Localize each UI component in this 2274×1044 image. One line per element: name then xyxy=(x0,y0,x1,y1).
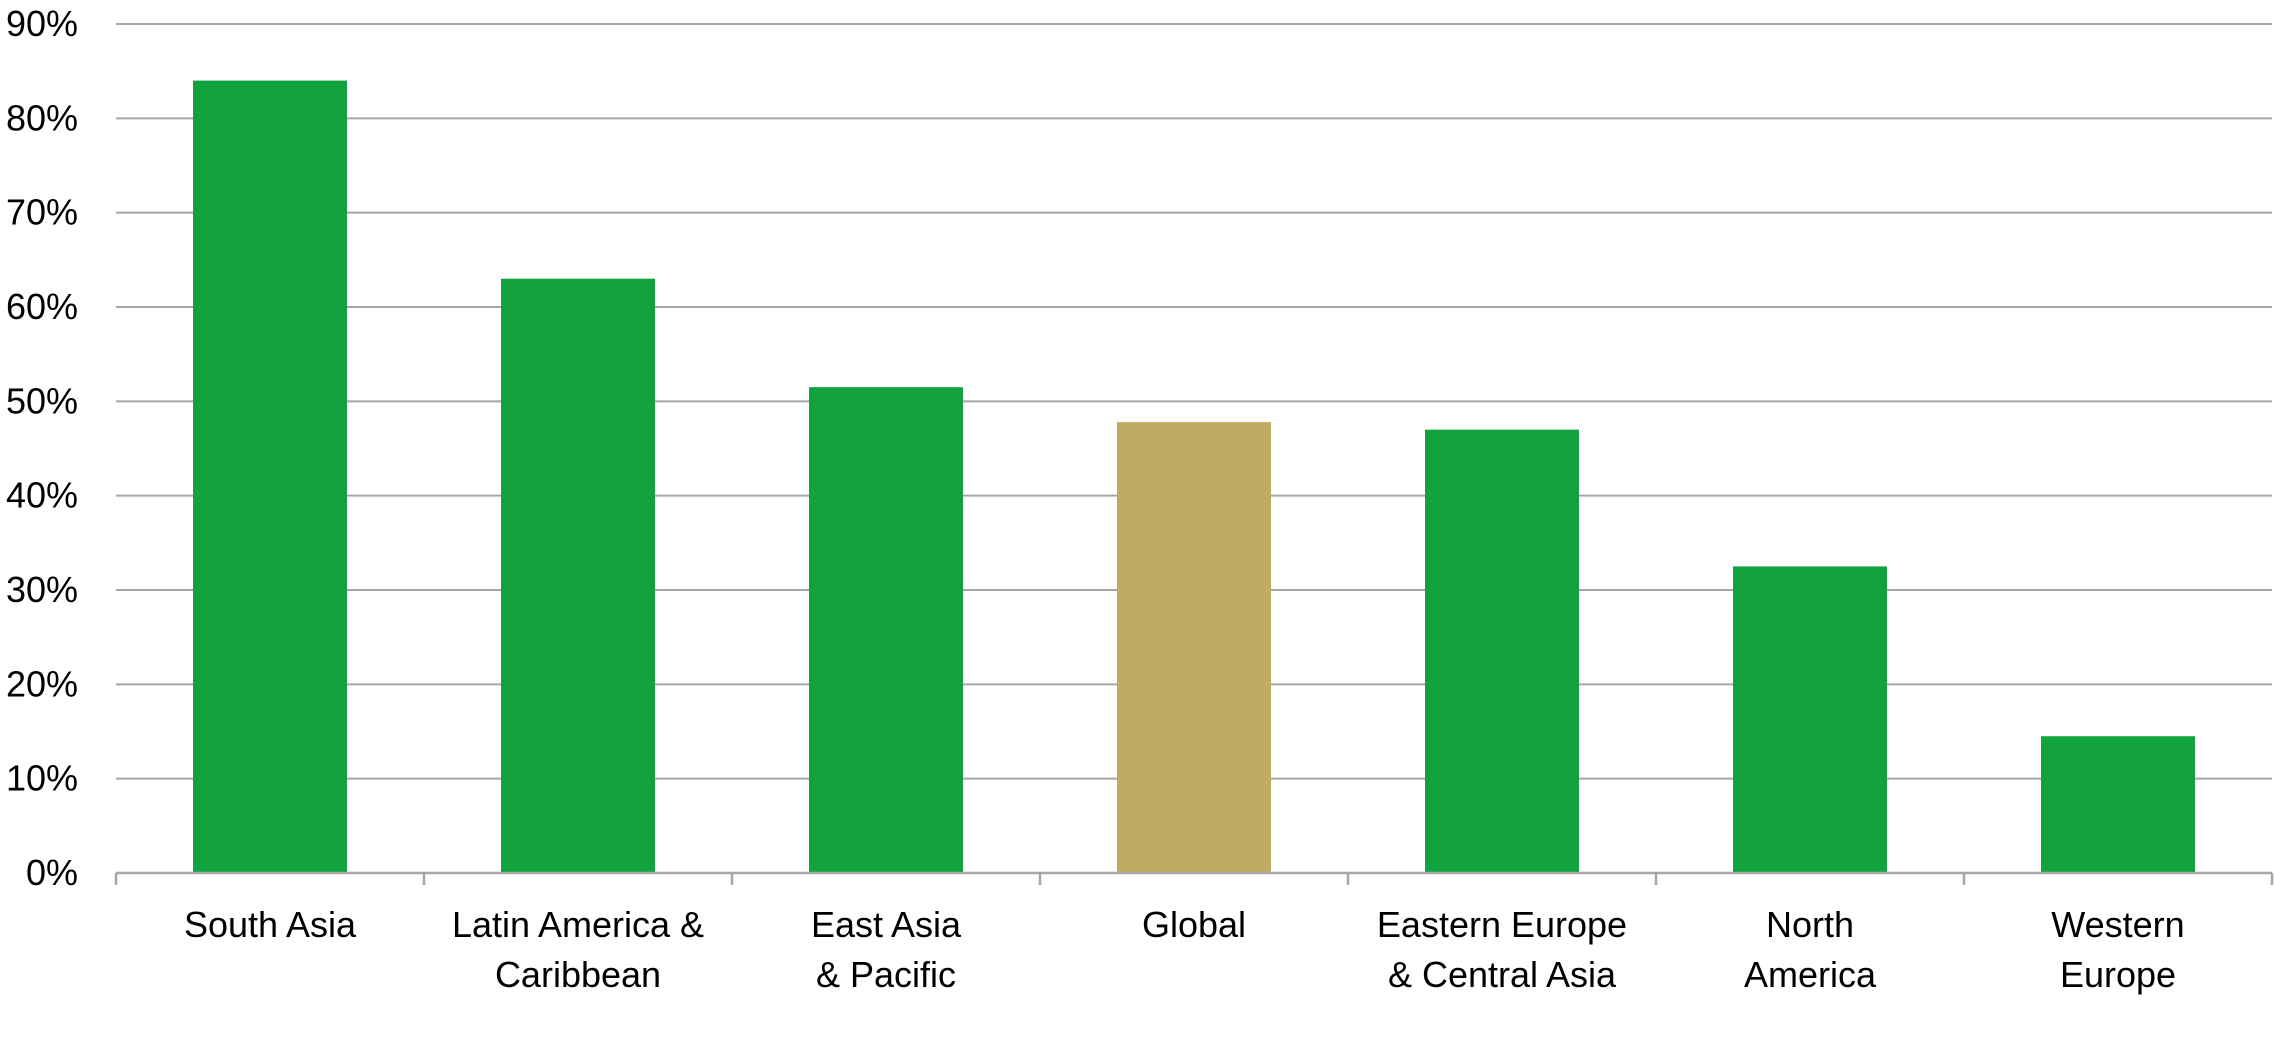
y-tick-label: 90% xyxy=(6,3,78,44)
x-category-label: Global xyxy=(1142,904,1246,945)
x-category-label-line: Latin America & xyxy=(452,904,704,945)
y-tick-label: 10% xyxy=(6,758,78,799)
y-tick-label: 0% xyxy=(26,852,78,893)
bar xyxy=(2041,736,2195,873)
x-category-label: North America xyxy=(1744,904,1877,995)
x-category-label-line: Caribbean xyxy=(495,954,661,995)
x-category-label: Western Europe xyxy=(2051,904,2184,995)
x-category-label-line: Europe xyxy=(2060,954,2176,995)
y-axis-tick-labels: 0% 10% 20% 30% 40% 50% 60% 70% 80% 90% xyxy=(6,3,78,893)
y-tick-label: 60% xyxy=(6,286,78,327)
x-category-label-line: East Asia xyxy=(811,904,962,945)
gridlines xyxy=(116,23,2272,780)
y-tick-label: 20% xyxy=(6,663,78,704)
bars xyxy=(193,80,2195,874)
x-category-label: South Asia xyxy=(184,904,357,945)
bar xyxy=(193,80,347,874)
y-tick-label: 40% xyxy=(6,475,78,516)
bar xyxy=(809,387,963,873)
bar xyxy=(1733,566,1887,873)
y-tick-label: 30% xyxy=(6,569,78,610)
bar xyxy=(1425,429,1579,873)
bar xyxy=(1117,422,1271,873)
x-category-label-line: Global xyxy=(1142,904,1246,945)
y-tick-label: 50% xyxy=(6,380,78,421)
x-axis xyxy=(114,871,2274,885)
x-category-label-line: Western xyxy=(2051,904,2184,945)
y-tick-label: 70% xyxy=(6,192,78,233)
x-category-label-line: South Asia xyxy=(184,904,357,945)
x-category-label-line: & Pacific xyxy=(816,954,956,995)
x-category-label: Eastern Europe & Central Asia xyxy=(1377,904,1627,995)
x-category-label: Latin America & Caribbean xyxy=(452,904,704,995)
x-category-label-line: Eastern Europe xyxy=(1377,904,1627,945)
x-axis-category-labels: South Asia Latin America & Caribbean East A… xyxy=(184,904,2185,995)
x-category-label-line: & Central Asia xyxy=(1388,954,1617,995)
x-category-label: East Asia & Pacific xyxy=(811,904,962,995)
x-category-label-line: America xyxy=(1744,954,1877,995)
x-category-label-line: North xyxy=(1766,904,1854,945)
bar xyxy=(501,278,655,873)
y-tick-label: 80% xyxy=(6,97,78,138)
